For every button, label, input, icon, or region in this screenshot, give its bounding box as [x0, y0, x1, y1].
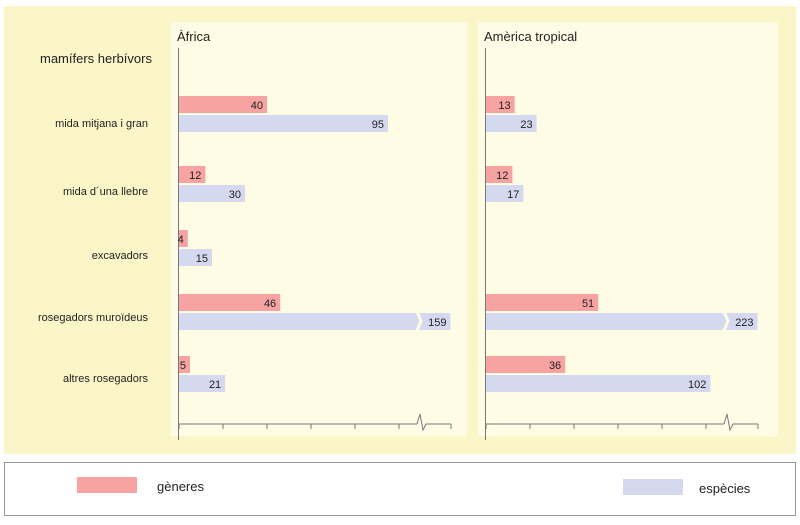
value-label-america-especies-3: 223 — [735, 317, 753, 329]
value-label-america-especies-4: 102 — [688, 379, 706, 391]
x-tick-label-africa-6: 160 — [442, 435, 460, 436]
value-label-africa-especies-3: 159 — [428, 317, 446, 329]
bar-africa-generes-2 — [179, 230, 188, 247]
x-tick-label-africa-1: 20 — [217, 435, 229, 436]
x-tick-label-america-4: 80 — [656, 435, 668, 436]
row-label-excavadors: excavadors — [91, 250, 148, 262]
x-tick-label-america-5: 100 — [697, 435, 715, 436]
chart-heading: mamífers herbívors — [40, 51, 152, 66]
bar-america-generes-0 — [486, 96, 515, 113]
bar-africa-especies-2 — [179, 249, 212, 266]
value-label-africa-generes-2: 4 — [178, 234, 184, 246]
row-label-mida-mitjana: mida mitjana i gran — [55, 118, 148, 130]
value-label-africa-especies-2: 15 — [196, 253, 208, 265]
value-label-africa-generes-1: 12 — [189, 170, 201, 182]
bar-africa-generes-1 — [179, 166, 206, 183]
bar-america-generes-1 — [486, 166, 513, 183]
row-label-mida-llebre: mida d´una llebre — [63, 186, 148, 198]
value-label-america-generes-0: 13 — [498, 100, 510, 112]
row-label-rosegadors-muroideus: rosegadors muroïdeus — [37, 312, 148, 324]
x-tick-label-america-6: 225 — [749, 435, 767, 436]
legend: gèneres espècies — [4, 462, 796, 516]
value-label-africa-especies-4: 21 — [209, 379, 221, 391]
x-axis-break-africa — [416, 413, 451, 432]
bar-america-generes-3 — [486, 294, 599, 311]
bar-break-africa-3 — [415, 311, 423, 332]
value-label-america-generes-3: 51 — [582, 298, 594, 310]
value-label-africa-generes-3: 46 — [264, 298, 276, 310]
bars-america: 13 12 51 36 23 17 223 102 0 20 40 60 80 100 225 — [483, 96, 767, 436]
bar-africa-especies-4 — [179, 375, 226, 392]
value-label-america-especies-0: 23 — [520, 119, 532, 131]
panel-title-africa: Àfrica — [177, 29, 211, 44]
x-tick-label-africa-5: 100 — [390, 435, 408, 436]
panel-africa: Àfrica 40 12 4 46 5 95 30 15 159 21 0 20 40 80 60 100 16… — [171, 22, 467, 440]
value-label-africa-generes-0: 40 — [251, 100, 263, 112]
value-label-america-generes-1: 12 — [496, 170, 508, 182]
bars-africa: 40 12 4 46 5 95 30 15 159 21 0 20 40 80 60 100 160 — [176, 96, 460, 436]
x-tick-label-america-0: 0 — [483, 435, 489, 436]
row-label-altres-rosegadors: altres rosegadors — [63, 373, 148, 385]
x-tick-label-africa-4: 60 — [349, 435, 361, 436]
value-label-africa-especies-1: 30 — [229, 189, 241, 201]
bar-africa-generes-3 — [179, 294, 281, 311]
value-label-america-generes-4: 36 — [549, 360, 561, 372]
bar-africa-generes-0 — [179, 96, 267, 113]
x-tick-label-africa-0: 0 — [176, 435, 182, 436]
legend-swatch-generes — [77, 477, 137, 493]
panel-america-tropical: Amèrica tropical 13 12 51 36 23 17 223 102 0 20 40… — [478, 22, 778, 440]
chart-area: mamífers herbívors mida mitjana i gran m… — [4, 6, 796, 454]
x-tick-label-africa-2: 40 — [261, 435, 273, 436]
x-axis-break-america — [723, 413, 758, 432]
value-label-america-especies-1: 17 — [507, 189, 519, 201]
bar-america-especies-3 — [486, 313, 758, 330]
bar-africa-especies-3 — [179, 313, 451, 330]
value-label-africa-especies-0: 95 — [372, 119, 384, 131]
y-axis-line-africa — [178, 48, 179, 440]
legend-swatch-especies — [623, 479, 683, 495]
bar-africa-especies-0 — [179, 115, 388, 132]
bar-america-especies-1 — [486, 185, 524, 202]
x-tick-label-america-1: 20 — [524, 435, 536, 436]
bar-africa-especies-1 — [179, 185, 245, 202]
x-tick-label-america-3: 60 — [612, 435, 624, 436]
x-tick-label-africa-3: 80 — [305, 435, 317, 436]
x-tick-label-america-2: 40 — [568, 435, 580, 436]
y-axis-line-america — [485, 48, 486, 440]
bar-america-generes-4 — [486, 356, 566, 373]
bar-america-especies-4 — [486, 375, 711, 392]
legend-label-generes: gèneres — [157, 479, 204, 494]
panel-title-america: Amèrica tropical — [484, 29, 578, 44]
bar-america-especies-0 — [486, 115, 537, 132]
value-label-africa-generes-4: 5 — [180, 360, 186, 372]
bar-africa-generes-4 — [179, 356, 190, 373]
legend-label-especies: espècies — [699, 481, 751, 496]
bar-break-america-3 — [722, 311, 730, 332]
